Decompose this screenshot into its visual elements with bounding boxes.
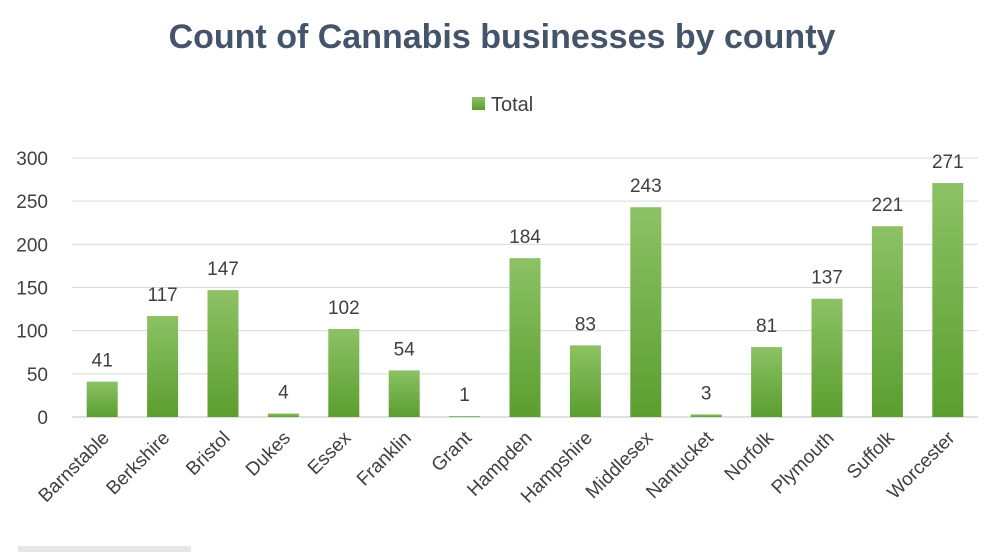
y-axis-ticks: 0 50 100 150 200 250 300	[16, 149, 48, 429]
data-label: 137	[811, 268, 843, 289]
bar-hampden	[509, 258, 541, 417]
bar-hampshire	[569, 345, 601, 417]
horizontal-scrollbar[interactable]	[18, 546, 191, 552]
x-tick-label: Norfolk	[721, 427, 779, 485]
data-label: 147	[207, 259, 239, 280]
bars	[86, 183, 964, 417]
bar-franklin	[388, 370, 420, 417]
data-label: 3	[701, 383, 712, 404]
data-label: 221	[872, 195, 904, 216]
x-tick-label: Plymouth	[768, 428, 839, 499]
bar-nantucket	[690, 414, 722, 417]
x-tick-label: Bristol	[182, 428, 234, 480]
bar-worcester	[932, 183, 964, 417]
y-tick-label: 150	[16, 279, 48, 300]
bar-dukes	[267, 413, 299, 417]
x-tick-label: Barnstable	[35, 428, 114, 507]
x-tick-label: Berkshire	[103, 428, 175, 500]
bar-plymouth	[811, 298, 843, 417]
bar-suffolk	[871, 226, 903, 417]
data-label: 243	[630, 176, 662, 197]
data-label: 1	[459, 385, 470, 406]
data-label: 102	[328, 298, 360, 319]
x-tick-label: Franklin	[353, 428, 416, 491]
legend-label: Total	[491, 94, 533, 116]
x-tick-label: Dukes	[242, 428, 295, 481]
y-tick-label: 200	[16, 235, 48, 256]
data-label: 271	[932, 152, 964, 173]
bar-grant	[449, 416, 481, 417]
y-tick-label: 250	[16, 192, 48, 213]
data-label: 184	[509, 227, 541, 248]
bar-bristol	[207, 290, 239, 417]
data-label: 117	[147, 285, 177, 306]
data-label: 41	[92, 351, 113, 372]
x-tick-label: Suffolk	[843, 427, 899, 483]
y-tick-label: 50	[27, 365, 48, 386]
data-labels: 41 117 147 4 102 54 1 184 83 243 3 81 137 221 271	[92, 152, 964, 406]
x-tick-label: Nantucket	[642, 427, 718, 503]
bar-norfolk	[751, 347, 783, 417]
chart-legend: Total	[472, 94, 533, 116]
bar-essex	[328, 328, 360, 417]
y-tick-label: 0	[37, 408, 48, 429]
x-tick-label: Essex	[304, 427, 356, 479]
bar-middlesex	[630, 207, 662, 417]
data-label: 81	[756, 316, 777, 337]
x-tick-label: Grant	[428, 427, 477, 476]
chart-title: Count of Cannabis businesses by county	[169, 18, 836, 56]
data-label: 83	[575, 314, 596, 335]
data-label: 4	[278, 383, 289, 404]
y-tick-label: 100	[16, 322, 48, 343]
bar-barnstable	[86, 381, 118, 417]
y-tick-label: 300	[16, 149, 48, 170]
data-label: 54	[394, 339, 416, 360]
bar-berkshire	[147, 315, 179, 417]
legend-swatch	[472, 97, 485, 110]
